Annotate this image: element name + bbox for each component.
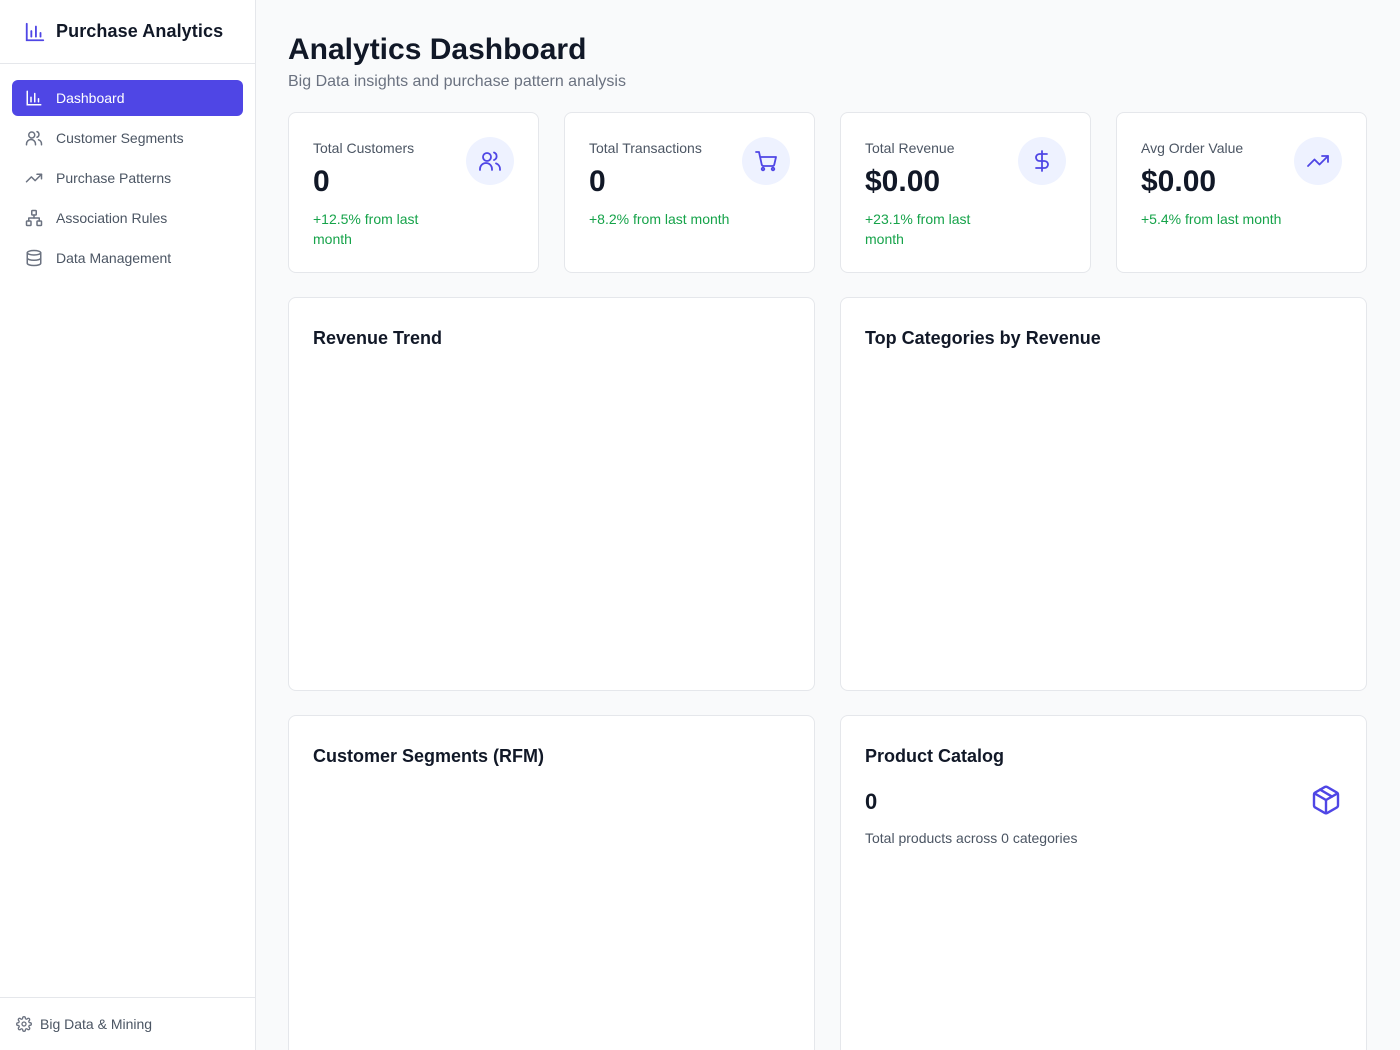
stat-value: 0 (313, 165, 330, 198)
sidebar-item-customer-segments[interactable]: Customer Segments (12, 120, 243, 156)
catalog-count: 0 (865, 789, 878, 814)
stat-label: Total Customers (313, 140, 415, 156)
footer-label: Big Data & Mining (40, 1016, 153, 1032)
sidebar-footer: Big Data & Mining (0, 997, 255, 1050)
trending-up-icon (24, 168, 44, 188)
dollar-icon (1018, 137, 1066, 185)
stat-card-total-transactions: Total Transactions 0 +8.2% from last mon… (564, 112, 815, 273)
stat-change: +12.5% from last month (313, 211, 419, 247)
app-title: Purchase Analytics (56, 21, 224, 41)
sidebar-item-data-management[interactable]: Data Management (12, 240, 243, 276)
panel-title: Top Categories by Revenue (865, 328, 1101, 348)
page-title: Analytics Dashboard (288, 33, 587, 66)
sidebar: Purchase Analytics Dashboard Customer Se… (0, 0, 256, 1050)
stat-value: $0.00 (865, 165, 941, 198)
users-icon (24, 128, 44, 148)
sidebar-nav: Dashboard Customer Segments Purchase Pat… (0, 64, 255, 292)
sidebar-item-label: Dashboard (56, 90, 125, 106)
panels-row-2: Customer Segments (RFM) Product Catalog … (288, 715, 1368, 1050)
stat-value: 0 (589, 165, 606, 198)
stat-label: Avg Order Value (1141, 140, 1244, 156)
users-icon (466, 137, 514, 185)
page-subtitle: Big Data insights and purchase pattern a… (288, 73, 626, 90)
bar-chart-icon (24, 21, 46, 43)
panel-title: Customer Segments (RFM) (313, 746, 545, 766)
cart-icon (742, 137, 790, 185)
gear-icon (16, 1016, 32, 1032)
stat-label: Total Transactions (589, 140, 702, 156)
sidebar-item-purchase-patterns[interactable]: Purchase Patterns (12, 160, 243, 196)
top-categories-panel: Top Categories by Revenue (840, 297, 1367, 691)
revenue-trend-panel: Revenue Trend (288, 297, 815, 691)
sidebar-item-label: Data Management (56, 250, 172, 266)
database-icon (24, 248, 44, 268)
panels-row-1: Revenue Trend Top Categories by Revenue (288, 297, 1368, 691)
brand: Purchase Analytics (0, 0, 255, 64)
product-catalog-panel: Product Catalog 0 Total products across … (840, 715, 1367, 1050)
stat-change: +23.1% from last month (865, 211, 971, 247)
sidebar-item-label: Purchase Patterns (56, 170, 172, 186)
stat-change: +5.4% from last month (1141, 211, 1282, 227)
stat-card-total-customers: Total Customers 0 +12.5% from last month (288, 112, 539, 273)
customer-segments-panel: Customer Segments (RFM) (288, 715, 815, 1050)
stat-value: $0.00 (1141, 165, 1217, 198)
network-icon (24, 208, 44, 228)
panel-title: Revenue Trend (313, 328, 443, 348)
stats-row: Total Customers 0 +12.5% from last month… (288, 112, 1368, 273)
sidebar-item-label: Association Rules (56, 210, 168, 226)
bar-chart-icon (24, 88, 44, 108)
panel-title: Product Catalog (865, 746, 1005, 766)
stat-label: Total Revenue (865, 140, 955, 156)
sidebar-item-dashboard[interactable]: Dashboard (12, 80, 243, 116)
sidebar-item-association-rules[interactable]: Association Rules (12, 200, 243, 236)
box-icon (1310, 784, 1342, 816)
stat-card-avg-order-value: Avg Order Value $0.00 +5.4% from last mo… (1116, 112, 1367, 273)
main-content: Analytics Dashboard Big Data insights an… (256, 0, 1400, 1050)
catalog-description: Total products across 0 categories (865, 830, 1078, 846)
sidebar-item-label: Customer Segments (56, 130, 184, 146)
stat-card-total-revenue: Total Revenue $0.00 +23.1% from last mon… (840, 112, 1091, 273)
stat-change: +8.2% from last month (589, 211, 730, 227)
trending-up-icon (1294, 137, 1342, 185)
